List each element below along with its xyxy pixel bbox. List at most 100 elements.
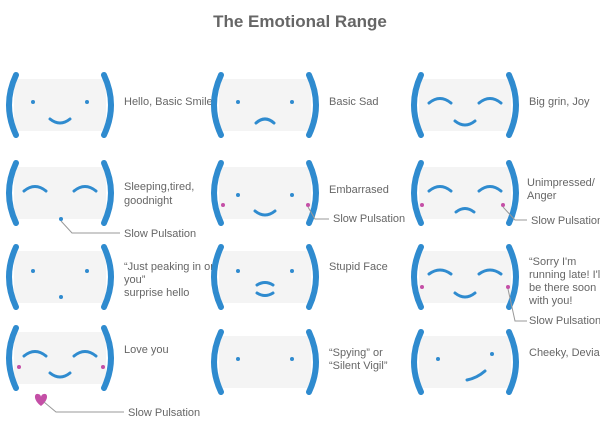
- dot: [59, 217, 63, 221]
- feat: [48, 371, 72, 379]
- feat: [253, 209, 277, 217]
- dot: [31, 100, 35, 104]
- label: “Spying” or: [329, 347, 383, 359]
- label-block: Basic Sad: [329, 96, 379, 108]
- dot: [290, 193, 294, 197]
- face: Unimpressed/Anger Slow Pulsation: [414, 163, 600, 227]
- dot: [236, 357, 240, 361]
- label: Hello, Basic Smile: [124, 96, 213, 108]
- dot: [85, 269, 89, 273]
- label: Cheeky, Deviant.: [529, 347, 600, 359]
- face: Big grin, Joy: [414, 75, 590, 135]
- label-block: “Just peaking in on you” surprise hello: [124, 261, 216, 299]
- feat: [22, 350, 48, 358]
- feat: [254, 117, 276, 125]
- lead: [307, 206, 329, 220]
- face: “Sorry I'm running late! I'll be there soo…: [414, 247, 600, 327]
- label-block: Cheeky, Deviant.: [529, 347, 600, 359]
- face: Hello, Basic Smile: [9, 75, 213, 135]
- label: Unimpressed/: [527, 177, 596, 189]
- label-block: “Sorry I'm running late! I'll be there soo…: [528, 256, 600, 307]
- label: Sleeping,tired,: [124, 181, 194, 193]
- pink: [101, 365, 105, 369]
- label-block: Big grin, Joy: [529, 96, 590, 108]
- lead: [502, 206, 527, 221]
- feat: [255, 291, 275, 297]
- label-block: Unimpressed/Anger: [527, 177, 596, 202]
- face: Embarrased Slow Pulsation: [214, 163, 405, 225]
- label: be there soon: [529, 282, 596, 294]
- label: Basic Sad: [329, 96, 379, 108]
- dot: [490, 352, 494, 356]
- label: “Silent Vigil”: [329, 360, 388, 372]
- label-block: Hello, Basic Smile: [124, 96, 213, 108]
- feat: [477, 185, 503, 193]
- dot: [31, 269, 35, 273]
- face-frame: [414, 163, 516, 223]
- shape: [34, 393, 48, 406]
- lead: [43, 401, 124, 413]
- dot: [85, 100, 89, 104]
- feat: [454, 207, 476, 214]
- feat: [255, 281, 275, 287]
- label: running late! I'll: [529, 269, 600, 281]
- feat: [453, 291, 477, 299]
- label: Love you: [124, 344, 169, 356]
- feat: [427, 185, 453, 193]
- feat: [427, 268, 453, 276]
- face-frame: [214, 247, 316, 307]
- lead: [507, 288, 527, 322]
- label: Slow Pulsation: [128, 407, 200, 419]
- dot: [290, 357, 294, 361]
- face-frame: [9, 163, 111, 223]
- feat: [72, 185, 98, 193]
- pink: [420, 203, 424, 207]
- face: Sleeping,tired, goodnight Slow Pulsation: [9, 163, 196, 240]
- label: Big grin, Joy: [529, 96, 590, 108]
- label-block: Sleeping,tired, goodnight: [124, 181, 194, 207]
- face: Stupid Face: [214, 247, 388, 307]
- feat: [48, 117, 72, 125]
- label-block: Love you: [124, 344, 169, 356]
- label: you”: [124, 274, 146, 286]
- dot: [290, 100, 294, 104]
- dot: [236, 193, 240, 197]
- label: “Just peaking in on: [124, 261, 216, 273]
- pink: [506, 285, 510, 289]
- feat: [465, 369, 487, 382]
- face-frame: [9, 75, 111, 135]
- feat: [477, 268, 503, 276]
- feat: [453, 119, 477, 127]
- feat: [477, 97, 503, 105]
- face-frame: [414, 332, 516, 392]
- dot: [236, 269, 240, 273]
- label: Slow Pulsation: [124, 228, 196, 240]
- label-block: Stupid Face: [329, 261, 388, 273]
- dot: [436, 357, 440, 361]
- face: Love you Slow Pulsation: [9, 328, 200, 419]
- face: “Just peaking in on you” surprise hello: [9, 247, 216, 307]
- dot: [236, 100, 240, 104]
- label: Stupid Face: [329, 261, 388, 273]
- face: “Spying” or “Silent Vigil”: [214, 332, 388, 392]
- face-frame: [214, 75, 316, 135]
- title: The Emotional Range: [213, 12, 387, 31]
- pink: [306, 203, 310, 207]
- lead: [60, 220, 120, 234]
- label: Slow Pulsation: [333, 213, 405, 225]
- label: Slow Pulsation: [531, 215, 600, 227]
- label-block: “Spying” or “Silent Vigil”: [329, 347, 388, 372]
- pink: [420, 285, 424, 289]
- label: “Sorry I'm: [529, 256, 576, 268]
- label: with you!: [528, 295, 572, 307]
- face-frame: [9, 328, 111, 388]
- face-frame: [214, 332, 316, 392]
- label: goodnight: [124, 195, 172, 207]
- face: Basic Sad: [214, 75, 379, 135]
- dot: [59, 295, 63, 299]
- label: Anger: [527, 190, 557, 202]
- label: Slow Pulsation: [529, 315, 600, 327]
- dot: [290, 269, 294, 273]
- pink: [221, 203, 225, 207]
